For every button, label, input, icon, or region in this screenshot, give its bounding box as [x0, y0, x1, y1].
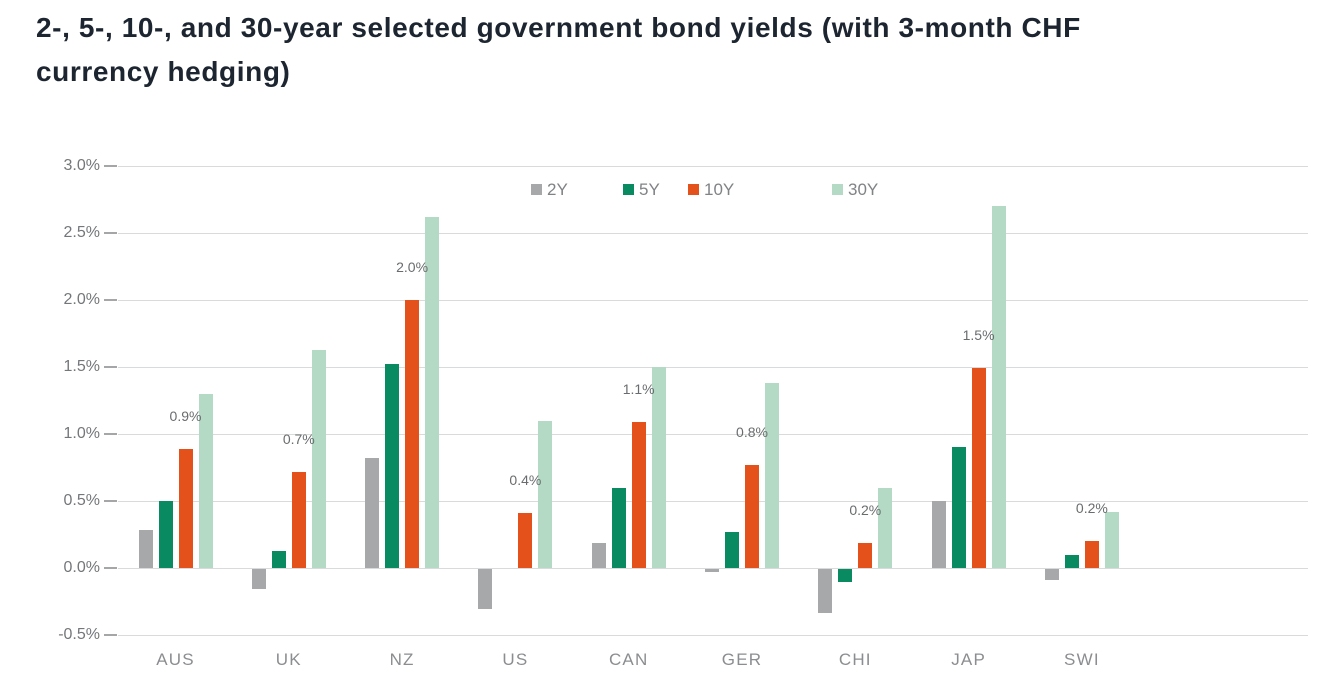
bar-value-label-CHI: 0.2%	[849, 502, 882, 518]
legend-item-5Y: 5Y	[623, 180, 693, 199]
y-axis-tick	[104, 567, 117, 569]
legend-label-5Y: 5Y	[639, 180, 660, 199]
gridline	[118, 367, 1308, 368]
x-axis-label-US: US	[502, 650, 529, 669]
y-axis-tick	[104, 232, 117, 234]
y-axis-tick	[104, 165, 117, 167]
bar-GER-10Y	[745, 465, 759, 568]
x-axis-label-NZ: NZ	[389, 650, 415, 669]
bar-JAP-5Y	[951, 447, 966, 568]
bar-value-label-JAP: 1.5%	[962, 327, 995, 343]
bar-SWI-10Y	[1084, 541, 1099, 568]
y-axis-label: 0.0%	[63, 559, 100, 576]
bar-NZ-5Y	[385, 364, 400, 568]
bar-AUS-5Y	[158, 501, 173, 568]
bar-value-label-CAN: 1.1%	[622, 381, 655, 397]
legend-label-2Y: 2Y	[547, 180, 568, 199]
bar-value-label-GER: 0.8%	[736, 424, 768, 440]
gridline	[118, 300, 1308, 301]
bar-GER-2Y	[705, 569, 719, 572]
bar-GER-5Y	[725, 532, 739, 568]
x-axis-label-UK: UK	[275, 650, 302, 669]
bar-US-30Y	[538, 421, 553, 568]
bar-UK-10Y	[291, 472, 306, 568]
y-axis-label: 1.5%	[63, 358, 100, 375]
gridline	[118, 434, 1308, 435]
x-axis-label-CHI: CHI	[838, 650, 872, 669]
y-axis-tick	[104, 634, 117, 636]
legend-swatch-icon-30Y	[832, 184, 843, 195]
bar-value-label-US: 0.4%	[509, 472, 542, 488]
gridline	[118, 635, 1308, 636]
bar-value-label-SWI: 0.2%	[1075, 500, 1108, 516]
legend-item-2Y: 2Y	[531, 180, 601, 199]
legend-label-10Y: 10Y	[704, 180, 735, 199]
gridline	[118, 501, 1308, 502]
legend-item-10Y: 10Y	[688, 180, 758, 199]
y-axis-label: 2.5%	[63, 224, 100, 241]
y-axis-tick	[104, 299, 117, 301]
bar-CHI-5Y	[838, 569, 853, 582]
bar-UK-5Y	[271, 551, 286, 568]
bar-CHI-10Y	[858, 543, 873, 568]
bar-AUS-10Y	[178, 449, 193, 568]
legend-label-30Y: 30Y	[848, 180, 879, 199]
bar-JAP-2Y	[931, 501, 946, 568]
y-axis-tick	[104, 433, 117, 435]
bar-CAN-10Y	[631, 422, 646, 568]
bar-AUS-2Y	[138, 530, 153, 568]
bar-value-label-NZ: 2.0%	[396, 259, 429, 275]
bar-CHI-30Y	[878, 488, 893, 568]
bar-NZ-10Y	[405, 300, 420, 568]
bar-CHI-2Y	[818, 569, 833, 613]
x-axis-label-GER: GER	[721, 650, 763, 669]
bar-NZ-30Y	[425, 217, 440, 568]
bar-CAN-2Y	[591, 543, 606, 568]
bar-UK-2Y	[251, 569, 266, 589]
gridline	[118, 233, 1308, 234]
chart-title-line-2: currency hedging)	[36, 56, 291, 87]
bar-NZ-2Y	[365, 458, 380, 568]
bar-SWI-30Y	[1104, 512, 1119, 568]
y-axis-tick	[104, 366, 117, 368]
legend-swatch-icon-10Y	[688, 184, 699, 195]
x-axis-label-CAN: CAN	[608, 650, 649, 669]
bar-US-10Y	[518, 513, 533, 568]
bar-GER-30Y	[765, 383, 779, 568]
x-axis-label-SWI: SWI	[1064, 650, 1100, 669]
bar-SWI-5Y	[1064, 555, 1079, 568]
gridline	[118, 568, 1308, 569]
bar-value-label-AUS: 0.9%	[169, 408, 202, 424]
gridline	[118, 166, 1308, 167]
bar-CAN-5Y	[611, 488, 626, 568]
bar-AUS-30Y	[198, 394, 213, 568]
bar-JAP-10Y	[971, 368, 986, 568]
chart-title: 2-, 5-, 10-, and 30-year selected govern…	[36, 6, 1296, 94]
bar-US-2Y	[478, 569, 493, 609]
bar-UK-30Y	[311, 350, 326, 568]
y-axis-label: 2.0%	[63, 291, 100, 308]
x-axis-label-AUS: AUS	[156, 650, 195, 669]
y-axis-label: 1.0%	[63, 425, 100, 442]
y-axis-label: 3.0%	[63, 157, 100, 174]
bar-value-label-UK: 0.7%	[282, 431, 315, 447]
legend-swatch-icon-5Y	[623, 184, 634, 195]
y-axis-label: 0.5%	[63, 492, 100, 509]
y-axis-label: -0.5%	[58, 626, 100, 643]
bar-JAP-30Y	[991, 206, 1006, 568]
legend-item-30Y: 30Y	[832, 180, 902, 199]
x-axis-label-JAP: JAP	[951, 650, 986, 669]
legend-swatch-icon-2Y	[531, 184, 542, 195]
bar-SWI-2Y	[1044, 569, 1059, 580]
y-axis-tick	[104, 500, 117, 502]
bar-CAN-30Y	[651, 367, 666, 568]
chart-title-line-1: 2-, 5-, 10-, and 30-year selected govern…	[36, 12, 1081, 43]
